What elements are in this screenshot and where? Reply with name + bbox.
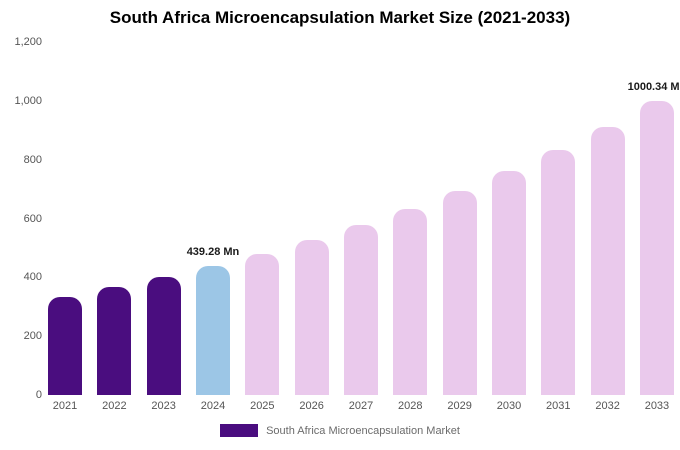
legend[interactable]: South Africa Microencapsulation Market — [0, 424, 680, 437]
y-axis-tick-label: 1,000 — [14, 94, 42, 107]
bar[interactable] — [639, 100, 674, 395]
plot-area: 2021 2022 2023 439.28 Mn 2024 2025 2026 2027 202… — [48, 42, 680, 412]
y-axis-tick-label: 800 — [23, 153, 42, 166]
legend-label: South Africa Microencapsulation Market — [266, 424, 460, 437]
bar-column: 2032 — [590, 42, 625, 412]
bar[interactable] — [294, 239, 329, 395]
bar-column: 2030 — [491, 42, 526, 412]
bar[interactable] — [541, 149, 576, 395]
y-axis-tick-label: 600 — [23, 212, 42, 225]
bar[interactable] — [195, 265, 230, 395]
bar-column: 2028 — [393, 42, 428, 412]
x-axis-tick-label: 2023 — [151, 400, 176, 412]
bar-column: 2029 — [442, 42, 477, 412]
bar[interactable] — [245, 253, 280, 395]
bar-column: 2027 — [343, 42, 378, 412]
bar-column: 439.28 Mn 2024 — [187, 42, 240, 412]
chart-title: South Africa Microencapsulation Market S… — [109, 8, 571, 27]
x-axis-tick-label: 2030 — [496, 400, 522, 412]
x-axis-tick-label: 2031 — [546, 400, 571, 412]
y-axis-tick-label: 0 — [35, 389, 42, 401]
x-axis-tick-label: 2025 — [250, 400, 275, 412]
bar-column: 2026 — [294, 42, 329, 412]
x-axis-tick-label: 2027 — [348, 400, 374, 412]
x-axis-tick-label: 2021 — [52, 400, 78, 412]
x-axis-tick-label: 2032 — [595, 400, 620, 412]
bar-column: 2023 — [146, 42, 181, 412]
bar-column: 2022 — [97, 42, 132, 412]
y-axis-tick-label: 400 — [23, 271, 42, 284]
legend-swatch — [220, 424, 259, 437]
x-axis-tick-label: 2026 — [299, 400, 324, 412]
bar-column: 2025 — [245, 42, 280, 412]
bar[interactable] — [491, 171, 526, 395]
bar[interactable] — [590, 126, 625, 395]
bar[interactable] — [97, 287, 132, 395]
bar[interactable] — [343, 224, 378, 395]
x-axis-tick-label: 2029 — [447, 400, 472, 412]
bar-column: 2031 — [541, 42, 576, 412]
y-axis-tick-label: 200 — [23, 330, 42, 343]
x-axis-tick-label: 2033 — [644, 400, 670, 412]
bar[interactable] — [393, 208, 428, 395]
bar[interactable] — [442, 190, 477, 395]
x-axis-tick-label: 2024 — [200, 400, 226, 412]
y-axis-tick-label: 1,200 — [14, 36, 42, 48]
bar-value-label: 1000.34 Mn — [627, 80, 680, 93]
bar-value-label: 439.28 Mn — [186, 245, 240, 258]
bar-column: 2021 — [48, 42, 82, 412]
bar[interactable] — [146, 277, 181, 395]
bar-column: 1000.34 Mn 2033 — [628, 42, 680, 412]
bar[interactable] — [48, 296, 82, 395]
x-axis-tick-label: 2022 — [102, 400, 127, 412]
x-axis-tick-label: 2028 — [398, 400, 423, 412]
